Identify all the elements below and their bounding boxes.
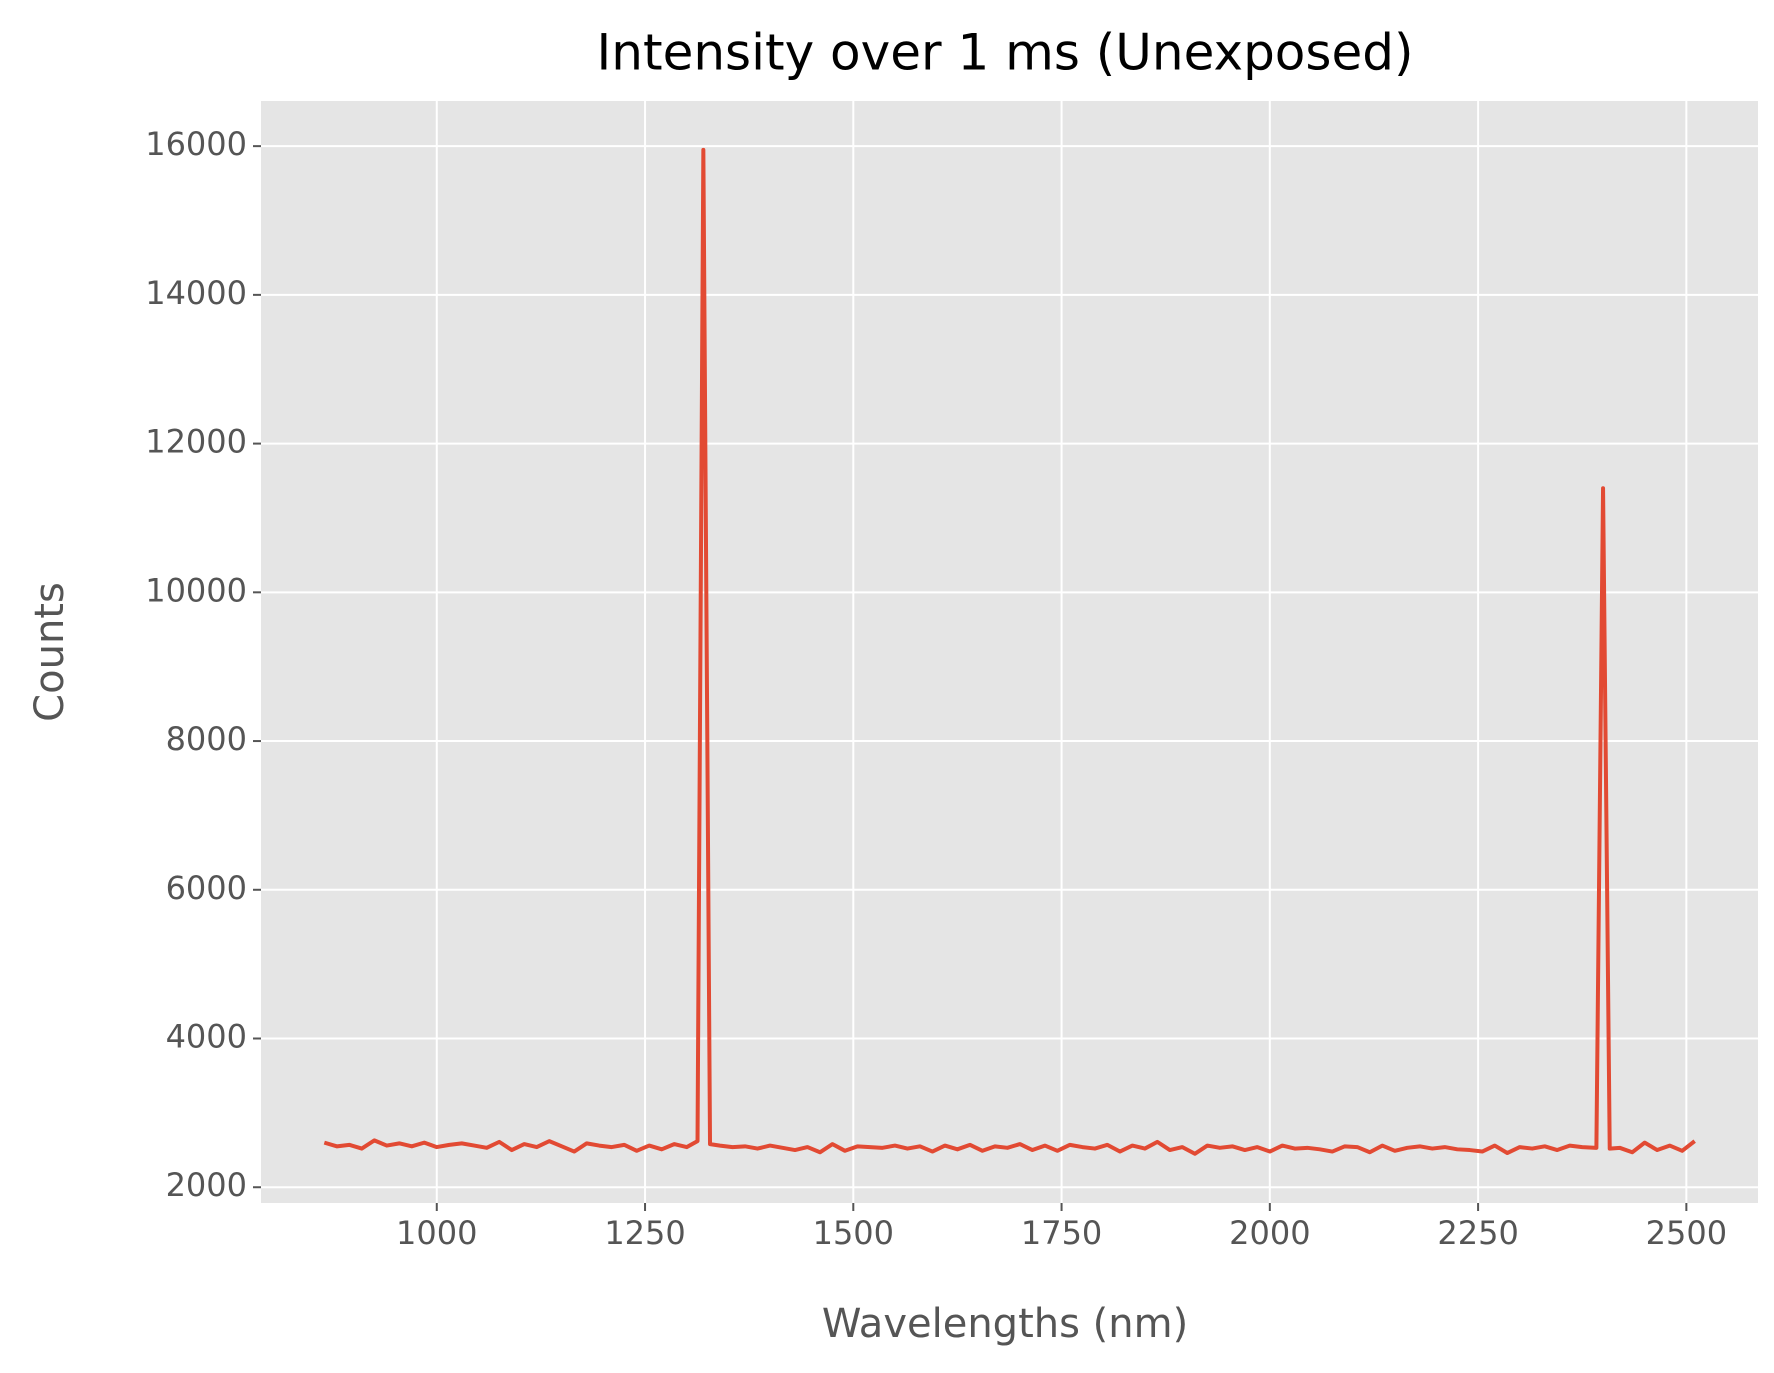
x-tick-label: 1500 <box>813 1214 894 1252</box>
y-tick-label: 12000 <box>145 423 247 461</box>
y-axis-label: Counts <box>27 582 73 722</box>
y-tick-label: 6000 <box>166 869 247 907</box>
y-tick-label: 10000 <box>145 571 247 609</box>
y-tick-label: 2000 <box>166 1166 247 1204</box>
y-tick-label: 16000 <box>145 125 247 163</box>
x-tick-label: 2500 <box>1646 1214 1727 1252</box>
x-tick-label: 2000 <box>1229 1214 1310 1252</box>
x-tick-label: 1000 <box>396 1214 477 1252</box>
chart-title: Intensity over 1 ms (Unexposed) <box>597 24 1414 82</box>
x-axis-label: Wavelengths (nm) <box>822 1301 1188 1347</box>
y-tick-label: 4000 <box>166 1018 247 1056</box>
x-tick-label: 1750 <box>1021 1214 1102 1252</box>
plot-area <box>261 101 1758 1203</box>
x-tick-label: 1250 <box>604 1214 685 1252</box>
data-line <box>323 147 1696 1156</box>
y-tick-label: 14000 <box>145 274 247 312</box>
y-tick-label: 8000 <box>166 720 247 758</box>
x-tick-label: 2250 <box>1437 1214 1518 1252</box>
